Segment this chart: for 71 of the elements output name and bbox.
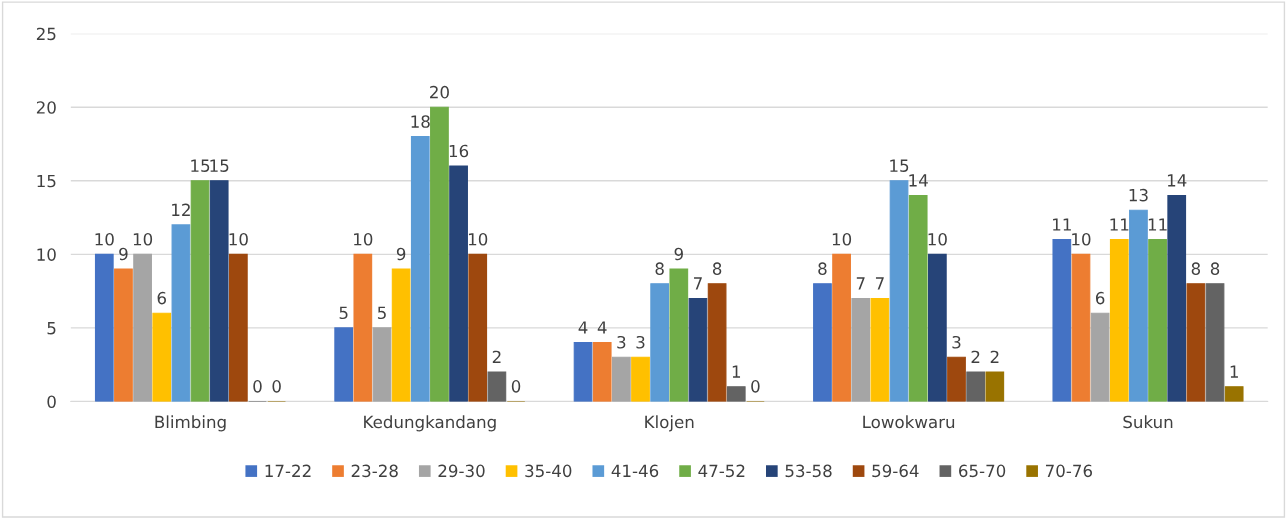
legend-label: 53-58	[785, 464, 832, 478]
data-label: 14	[1167, 174, 1187, 187]
data-label: 4	[578, 321, 588, 334]
data-label: 3	[617, 335, 626, 349]
legend-label: 23-28	[351, 464, 398, 478]
data-label: 9	[119, 247, 128, 261]
y-tick-label: 20	[36, 101, 56, 114]
x-tick-label: Klojen	[645, 415, 694, 432]
data-label: 10	[133, 232, 153, 246]
data-label: 8	[712, 262, 722, 275]
data-label: 13	[1129, 188, 1148, 202]
y-tick-label: 5	[47, 322, 56, 335]
y-tick-label: 25	[36, 27, 56, 41]
data-label: 0	[751, 380, 760, 393]
x-tick-label: Sukun	[1123, 415, 1173, 429]
data-label: 14	[909, 174, 928, 187]
data-label: 2	[971, 350, 980, 364]
data-label: 0	[272, 380, 281, 393]
data-label: 2	[492, 350, 501, 364]
data-label: 8	[1191, 262, 1201, 275]
data-label: 7	[694, 277, 702, 290]
data-label: 10	[95, 232, 114, 246]
data-label: 12	[172, 203, 190, 216]
data-label: 9	[396, 247, 406, 261]
data-label: 10	[229, 232, 248, 246]
legend-label: 35-40	[525, 464, 572, 478]
data-label: 5	[377, 306, 386, 320]
data-label: 1	[1230, 365, 1238, 378]
data-label: 9	[674, 247, 683, 261]
y-tick-label: 15	[37, 174, 56, 188]
data-label: 15	[191, 159, 210, 172]
data-label: 2	[990, 350, 999, 364]
legend-label: 59-64	[872, 464, 919, 478]
y-tick-label: 0	[47, 395, 56, 409]
data-label: 8	[1210, 262, 1220, 275]
legend-label: 70-76	[1045, 464, 1093, 478]
data-label: 10	[928, 232, 947, 246]
data-label: 3	[952, 335, 961, 349]
data-label: 11	[1110, 218, 1129, 231]
data-label: 18	[411, 115, 430, 128]
data-label: 10	[468, 232, 488, 246]
data-label: 11	[1148, 218, 1167, 231]
legend-label: 41-46	[611, 464, 659, 478]
data-label: 0	[253, 380, 262, 393]
legend-label: 47-52	[698, 464, 745, 478]
data-label: 4	[597, 321, 607, 334]
y-tick-label: 10	[37, 248, 56, 261]
data-label: 15	[890, 159, 909, 172]
data-label: 1	[732, 365, 741, 378]
data-label: 16	[449, 144, 469, 158]
legend-label: 29-30	[438, 464, 485, 478]
data-label: 5	[339, 306, 348, 320]
data-label: 10	[1072, 232, 1091, 246]
data-label: 6	[157, 291, 166, 305]
data-label: 3	[636, 335, 645, 349]
x-tick-label: Lowokwaru	[863, 415, 955, 429]
data-label: 7	[875, 277, 884, 290]
data-label: 10	[354, 232, 373, 246]
x-tick-label: Blimbing	[155, 415, 226, 432]
legend-label: 65-70	[959, 464, 1006, 478]
x-tick-label: Kedungkandang	[364, 415, 496, 432]
legend-label: 17-22	[265, 464, 311, 477]
data-label: 15	[210, 159, 229, 172]
data-label: 8	[655, 262, 664, 275]
data-label: 8	[818, 262, 827, 275]
data-label: 11	[1053, 218, 1071, 231]
data-label: 0	[511, 380, 521, 393]
data-label: 6	[1095, 291, 1105, 305]
data-label: 7	[856, 277, 865, 290]
data-label: 20	[430, 85, 449, 99]
data-label: 10	[832, 232, 852, 246]
